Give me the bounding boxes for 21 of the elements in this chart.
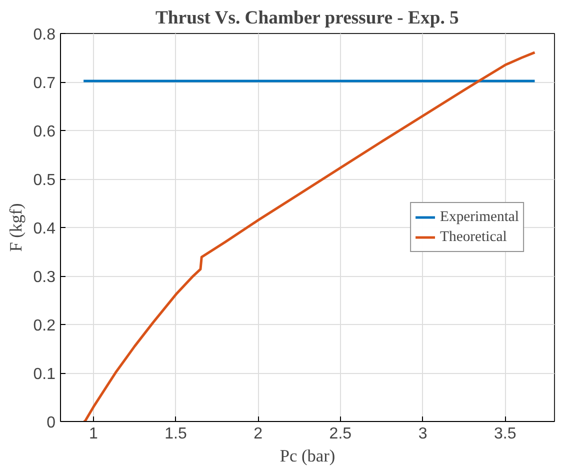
legend-label: Theoretical (440, 228, 507, 246)
y-tick-label: 0.2 (33, 318, 56, 334)
x-axis-title: Pc (bar) (280, 446, 336, 466)
x-tick-label: 2.5 (329, 426, 352, 442)
y-axis-title: F (kgf) (6, 202, 26, 252)
y-tick-label: 0.6 (33, 124, 56, 140)
y-tick-label: 0.1 (33, 366, 56, 383)
x-tick-label: 2 (254, 426, 263, 442)
y-tick-label: 0.7 (33, 75, 56, 92)
y-tick-label: 0.8 (33, 26, 56, 44)
x-tick-label: 1 (88, 426, 98, 442)
x-tick-label: 3.5 (494, 426, 516, 442)
chart-title: Thrust Vs. Chamber pressure - Exp. 5 (155, 8, 459, 28)
legend-label: Experimental (440, 208, 519, 226)
x-tick-label: 1.5 (164, 426, 187, 442)
y-tick-label: 0 (46, 414, 56, 432)
x-tick-label: 3 (418, 426, 428, 442)
y-tick-label: 0.3 (33, 269, 56, 286)
y-tick-label: 0.4 (33, 220, 56, 238)
y-tick-label: 0.5 (33, 172, 56, 189)
line-series (82, 51, 536, 422)
